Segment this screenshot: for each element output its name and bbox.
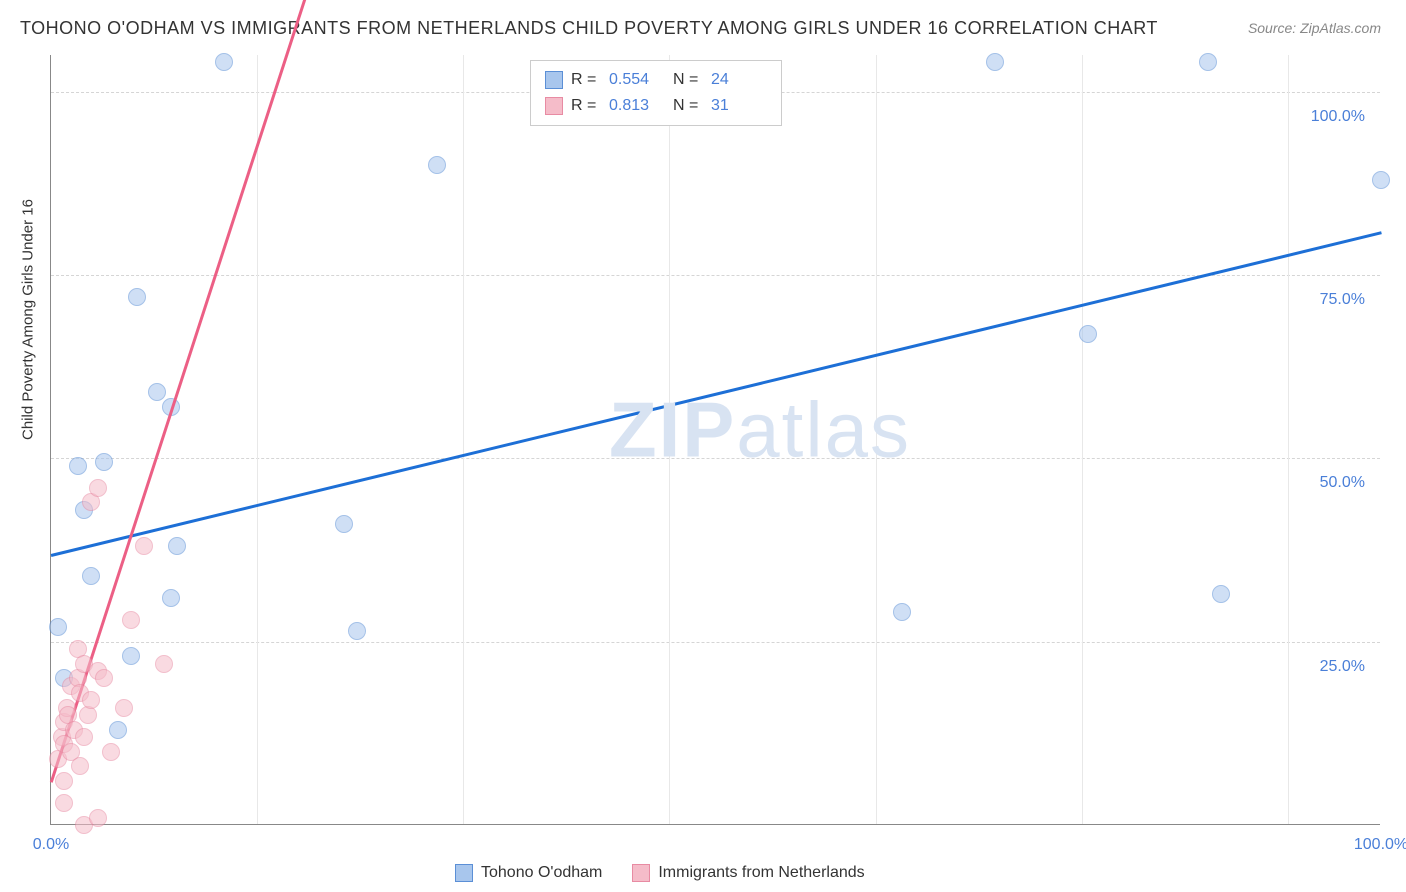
- y-tick-label: 50.0%: [1320, 474, 1365, 492]
- legend-stat-row: R = 0.554 N = 24: [545, 67, 767, 93]
- data-point: [82, 691, 100, 709]
- data-point: [122, 647, 140, 665]
- legend-swatch: [545, 71, 563, 89]
- plot-area: 25.0%50.0%75.0%100.0%0.0%100.0%: [50, 55, 1380, 825]
- legend-swatch: [545, 97, 563, 115]
- data-point: [128, 288, 146, 306]
- data-point: [82, 567, 100, 585]
- data-point: [168, 537, 186, 555]
- n-value: 31: [711, 97, 767, 115]
- data-point: [109, 721, 127, 739]
- data-point: [135, 537, 153, 555]
- legend-series: Tohono O'odham Immigrants from Netherland…: [455, 864, 865, 882]
- data-point: [148, 383, 166, 401]
- legend-swatch: [632, 864, 650, 882]
- chart-title: TOHONO O'ODHAM VS IMMIGRANTS FROM NETHER…: [20, 18, 1158, 39]
- data-point: [55, 794, 73, 812]
- legend-label: Immigrants from Netherlands: [658, 864, 864, 882]
- gridline-v: [1288, 55, 1289, 824]
- data-point: [89, 479, 107, 497]
- x-tick-label: 0.0%: [33, 836, 69, 854]
- data-point: [1212, 585, 1230, 603]
- data-point: [348, 622, 366, 640]
- source-attribution: Source: ZipAtlas.com: [1248, 20, 1381, 36]
- data-point: [215, 53, 233, 71]
- data-point: [1079, 325, 1097, 343]
- y-tick-label: 25.0%: [1320, 658, 1365, 676]
- y-tick-label: 75.0%: [1320, 291, 1365, 309]
- r-value: 0.813: [609, 97, 665, 115]
- n-label: N =: [673, 97, 703, 115]
- data-point: [1372, 171, 1390, 189]
- n-value: 24: [711, 71, 767, 89]
- legend-swatch: [455, 864, 473, 882]
- n-label: N =: [673, 71, 703, 89]
- data-point: [1199, 53, 1217, 71]
- r-label: R =: [571, 71, 601, 89]
- data-point: [95, 669, 113, 687]
- data-point: [71, 757, 89, 775]
- gridline-h: [51, 642, 1380, 643]
- gridline-v: [463, 55, 464, 824]
- data-point: [69, 457, 87, 475]
- legend-stat-row: R = 0.813 N = 31: [545, 93, 767, 119]
- data-point: [986, 53, 1004, 71]
- gridline-v: [257, 55, 258, 824]
- data-point: [162, 589, 180, 607]
- legend-stats: R = 0.554 N = 24 R = 0.813 N = 31: [530, 60, 782, 126]
- data-point: [335, 515, 353, 533]
- data-point: [102, 743, 120, 761]
- r-label: R =: [571, 97, 601, 115]
- data-point: [428, 156, 446, 174]
- data-point: [95, 453, 113, 471]
- legend-item: Immigrants from Netherlands: [632, 864, 864, 882]
- data-point: [893, 603, 911, 621]
- gridline-v: [669, 55, 670, 824]
- data-point: [155, 655, 173, 673]
- y-tick-label: 100.0%: [1311, 108, 1365, 126]
- gridline-h: [51, 458, 1380, 459]
- y-axis-label: Child Poverty Among Girls Under 16: [20, 199, 37, 440]
- data-point: [75, 728, 93, 746]
- data-point: [55, 772, 73, 790]
- data-point: [89, 809, 107, 827]
- legend-label: Tohono O'odham: [481, 864, 602, 882]
- trend-line: [51, 231, 1382, 556]
- gridline-v: [1082, 55, 1083, 824]
- x-tick-label: 100.0%: [1354, 836, 1406, 854]
- legend-item: Tohono O'odham: [455, 864, 602, 882]
- data-point: [49, 618, 67, 636]
- gridline-h: [51, 275, 1380, 276]
- data-point: [122, 611, 140, 629]
- data-point: [115, 699, 133, 717]
- gridline-v: [876, 55, 877, 824]
- r-value: 0.554: [609, 71, 665, 89]
